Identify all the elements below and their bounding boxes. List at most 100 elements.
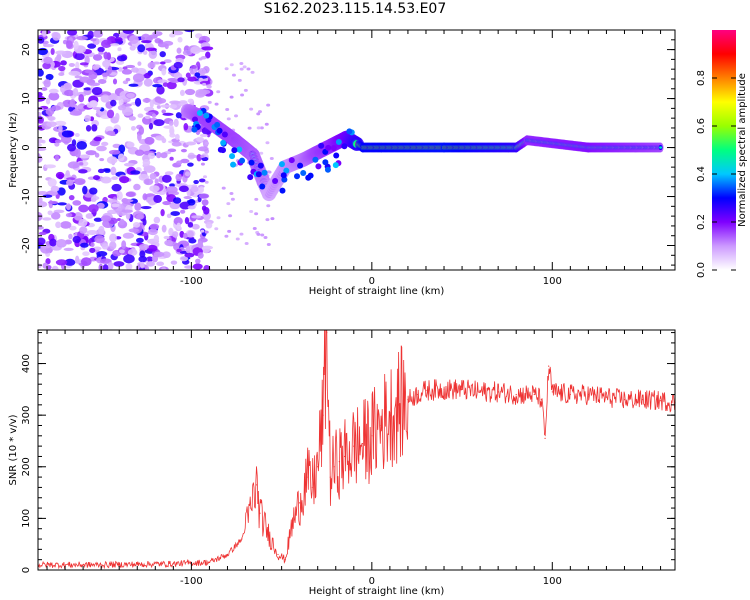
heatmap-cell [139,250,146,258]
heatmap-cell [332,162,339,169]
heatmap-cell [99,157,105,162]
heatmap-cell [90,197,97,202]
heatmap-cell [247,126,252,130]
heatmap-cell [188,238,197,244]
heatmap-cell [263,235,268,239]
heatmap-cell [175,173,182,182]
heatmap-cell [185,141,197,146]
heatmap-cell [65,40,73,49]
heatmap-cell [203,112,210,119]
heatmap-cell [101,141,109,147]
heatmap-cell [78,94,85,103]
heatmap-cell [69,98,76,108]
figure-title: S162.2023.115.14.53.E07 [263,1,447,17]
heatmap-cell [235,237,240,241]
heatmap-cell [161,267,167,270]
heatmap-cell [160,152,168,159]
heatmap-cell [169,104,178,109]
heatmap-cell [41,87,48,91]
data-point [277,553,279,556]
heatmap-cell [175,133,180,141]
heatmap-cell [230,161,237,168]
heatmap-cell [256,112,261,116]
heatmap-cell [117,153,125,162]
heatmap-cell [142,193,148,201]
heatmap-cell [102,264,109,270]
heatmap-cell [220,139,227,146]
snr-axes: -100 0 100 0 100 200 300 400 Height of straight … [8,329,676,597]
heatmap-cell [55,221,62,229]
heatmap-cell [54,120,67,126]
heatmap-cell [272,178,279,185]
heatmap-cell [107,65,113,75]
heatmap-cell [170,79,180,84]
heatmap-cell [89,247,96,253]
y-tick-label: 100 [21,509,32,528]
heatmap-cell [43,56,53,64]
heatmap-cell [79,226,88,234]
heatmap-cell [101,72,109,77]
heatmap-cell [259,183,266,190]
heatmap-cell [65,203,72,211]
heatmap-cell [193,179,199,185]
heatmap-cell [224,234,229,238]
heatmap-cell [190,46,201,54]
heatmap-cell [129,45,136,51]
data-point [540,399,543,401]
heatmap-cell [187,198,196,206]
heatmap-cell [288,157,295,164]
heatmap-cell [255,171,262,178]
heatmap-cell [169,126,175,136]
heatmap-cell [177,36,183,43]
heatmap-cell [38,111,42,117]
heatmap-cell [228,214,233,218]
heatmap-cell [214,227,219,231]
y-tick-label: -20 [21,237,32,253]
heatmap-cell [161,174,172,183]
heatmap-cell [191,223,200,230]
heatmap-cell [137,61,142,66]
heatmap-cell [49,238,57,247]
heatmap-cell [256,232,261,236]
heatmap-cell [155,151,162,159]
heatmap-cell [38,153,42,163]
heatmap-cell [229,63,234,67]
heatmap-cell [78,162,84,166]
colorbar-tick-label: 0.6 [696,118,707,134]
heatmap-cell [68,225,77,231]
heatmap-cell [77,104,84,110]
heatmap-cell [116,191,123,201]
heatmap-cell [92,54,103,61]
heatmap-cell [74,133,80,138]
heatmap-cell [117,47,122,52]
heatmap-cell [76,140,88,150]
heatmap-cell [216,90,221,94]
heatmap-cell [254,197,259,201]
heatmap-cell [161,109,167,114]
heatmap-cell [239,232,244,236]
heatmap-cell [166,213,172,219]
data-point [551,391,553,393]
heatmap-cell [187,98,194,104]
data-point [100,564,102,566]
heatmap-cell [163,125,174,129]
data-point [255,484,257,486]
heatmap-cell [88,71,98,80]
heatmap-cell [134,202,142,211]
heatmap-cell [122,80,129,85]
heatmap-cell [42,194,53,198]
heatmap-cell [85,150,97,156]
heatmap-cell [74,75,82,79]
heatmap-cell [152,83,163,88]
heatmap-cell [148,50,158,59]
heatmap-cell [229,153,236,160]
data-point [623,399,626,401]
heatmap-cell [68,233,73,240]
heatmap-cell [50,185,60,192]
heatmap-cell [283,167,290,174]
heatmap-cell [194,72,201,77]
heatmap-cell [160,104,171,108]
heatmap-cell [294,173,301,180]
heatmap-cell [38,263,42,269]
